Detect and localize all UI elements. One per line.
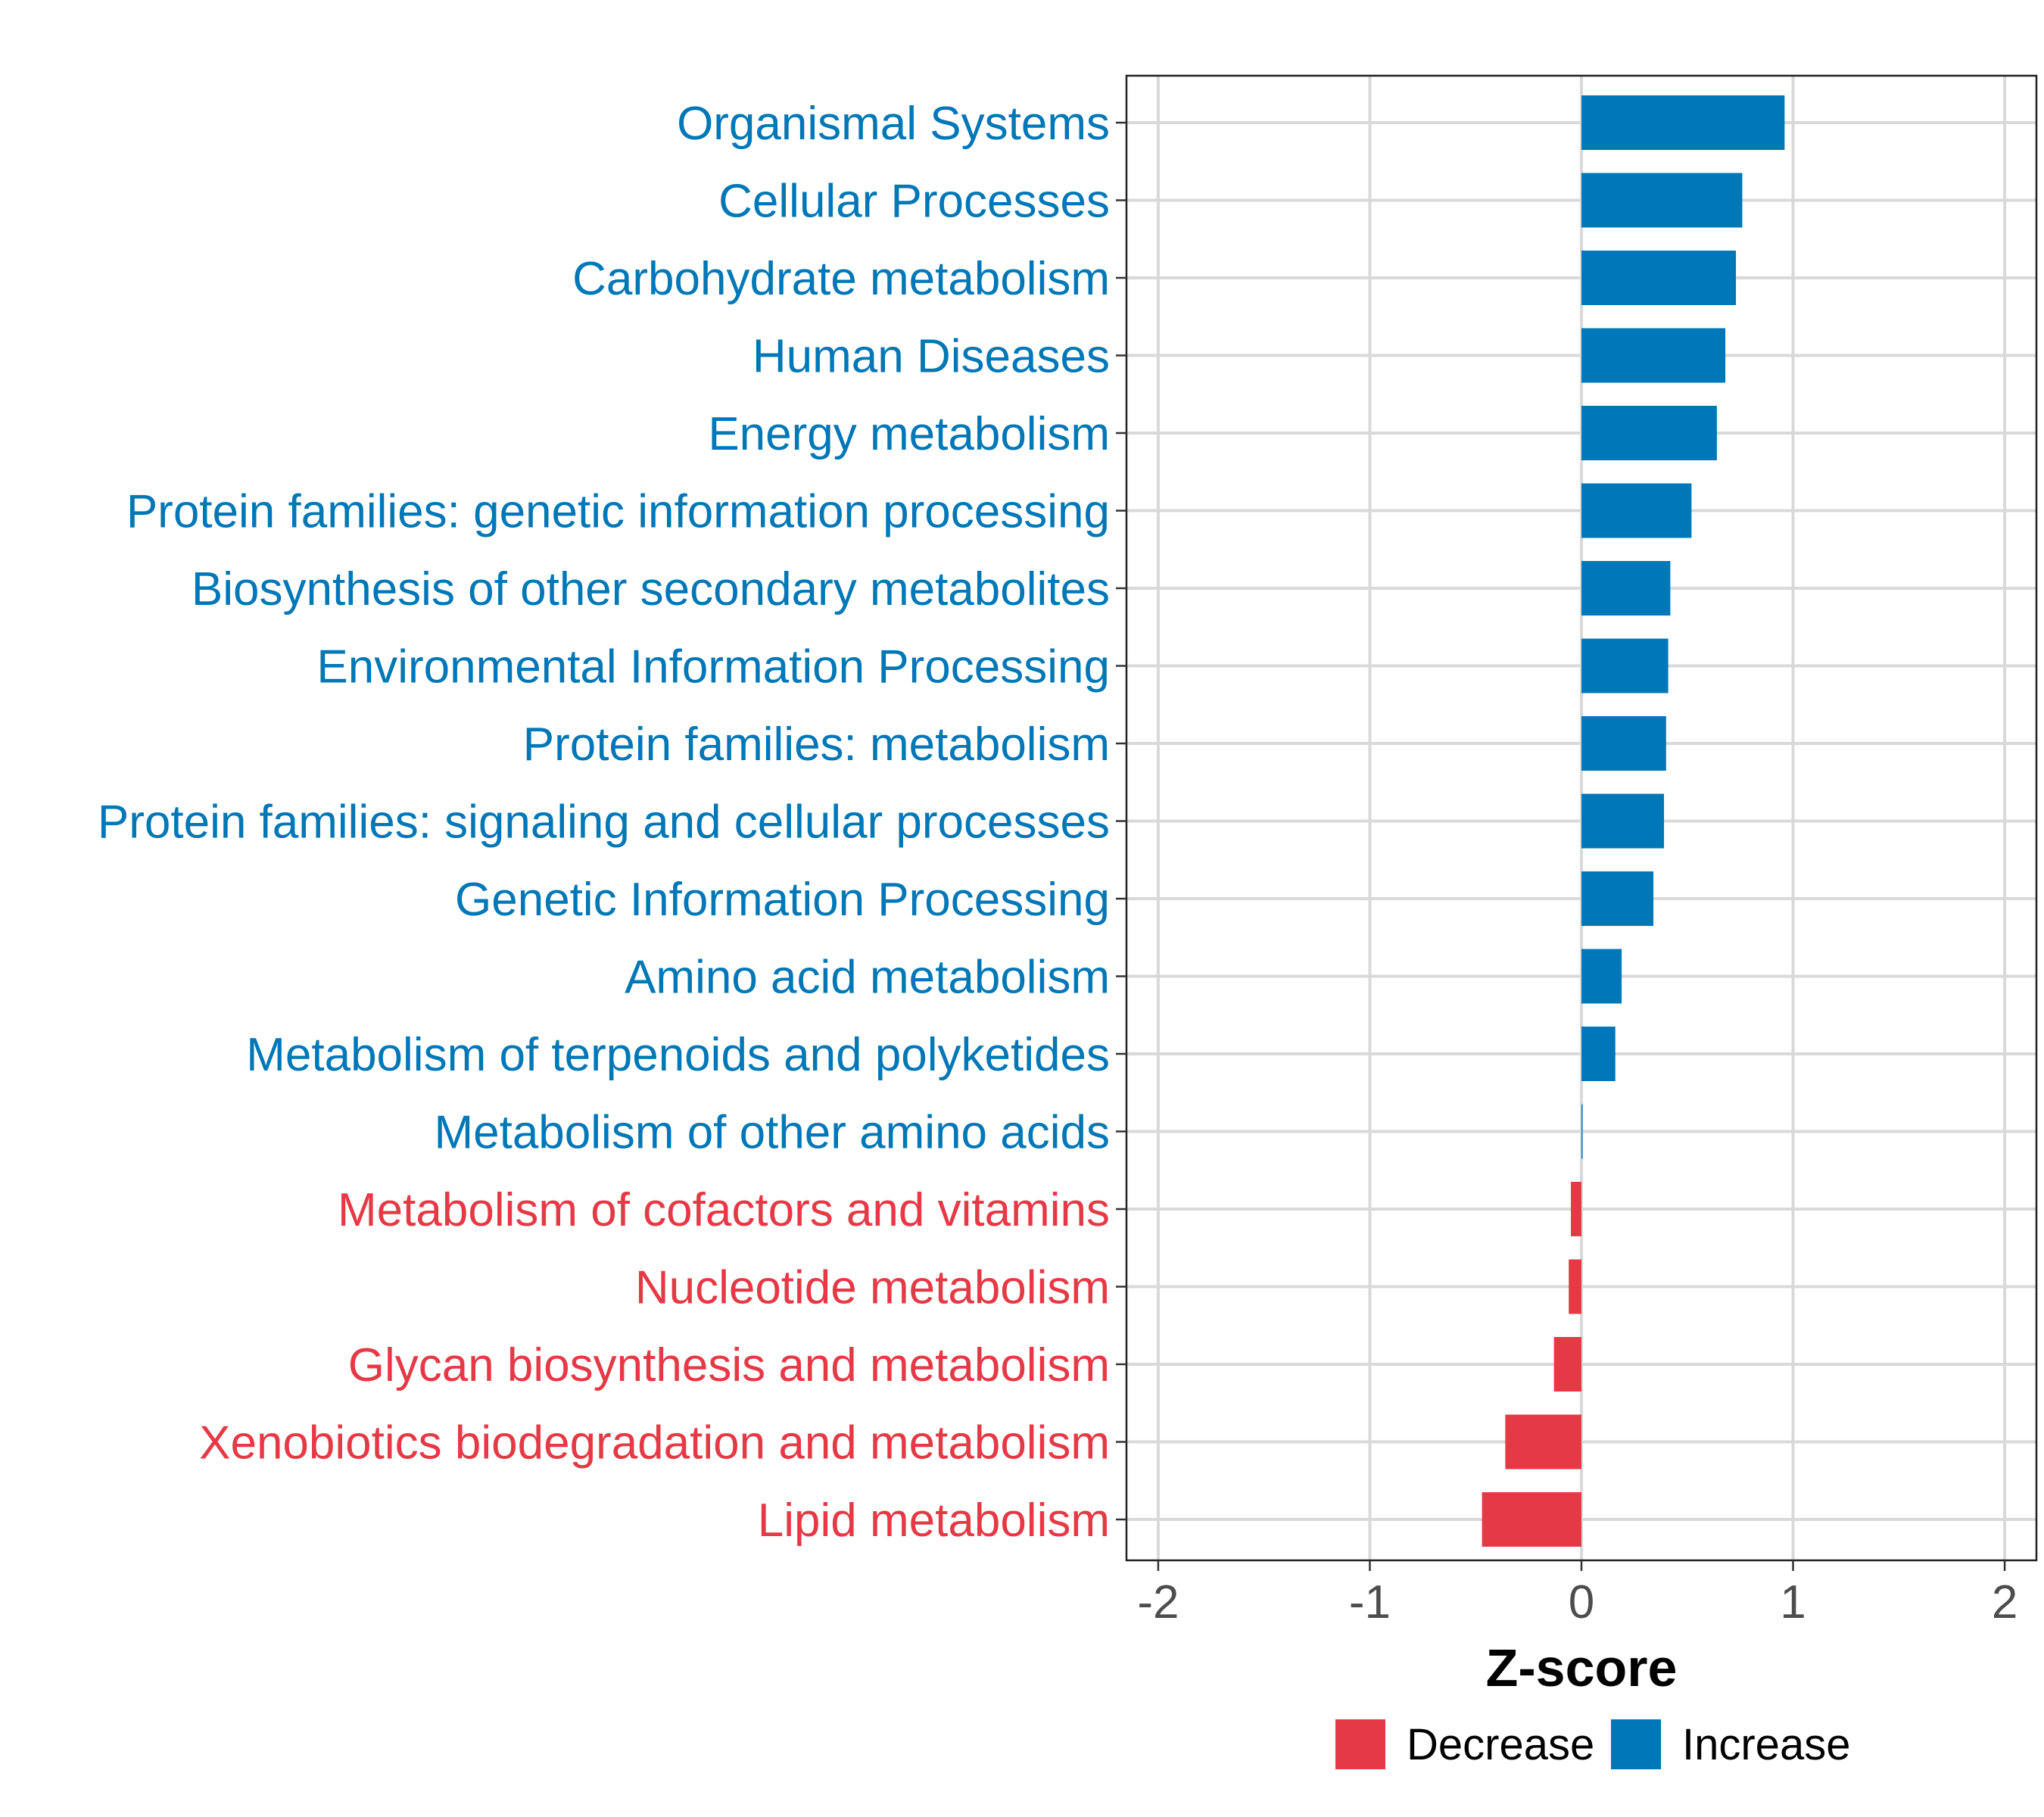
x-tick-label: -2: [1137, 1576, 1179, 1628]
legend-key-increase: [1611, 1719, 1661, 1769]
category-label: Energy metabolism: [708, 408, 1110, 460]
category-label: Metabolism of cofactors and vitamins: [338, 1184, 1110, 1236]
category-label: Xenobiotics biodegradation and metabolis…: [199, 1417, 1110, 1469]
category-label: Nucleotide metabolism: [635, 1262, 1110, 1314]
bar-decrease: [1569, 1259, 1581, 1314]
bar-decrease: [1571, 1182, 1581, 1236]
x-tick-label: 1: [1780, 1576, 1806, 1628]
bar-increase: [1581, 406, 1717, 460]
bar-increase: [1581, 173, 1743, 228]
bar-increase: [1581, 561, 1671, 616]
legend-label-increase: Increase: [1682, 1720, 1850, 1769]
bar-increase: [1581, 251, 1737, 305]
bar-increase: [1581, 871, 1654, 926]
bar-increase: [1581, 1027, 1616, 1081]
bar-increase: [1581, 949, 1622, 1004]
category-label: Protein families: signaling and cellular…: [98, 796, 1110, 849]
legend-label-decrease: Decrease: [1407, 1720, 1594, 1769]
bar-increase: [1581, 793, 1665, 849]
bar-increase: [1581, 328, 1726, 383]
bar-increase: [1581, 95, 1785, 150]
category-label: Biosynthesis of other secondary metaboli…: [192, 563, 1110, 616]
bar-decrease: [1553, 1337, 1581, 1392]
x-tick-label: 0: [1569, 1576, 1594, 1628]
bar-decrease: [1505, 1414, 1581, 1469]
category-label: Protein families: metabolism: [523, 718, 1110, 771]
category-label: Cellular Processes: [718, 176, 1110, 228]
category-label-layer: Organismal Systems Cellular Processes Carb…: [98, 98, 1110, 1547]
category-label: Lipid metabolism: [758, 1494, 1110, 1547]
category-label: Organismal Systems: [677, 98, 1110, 150]
legend-key-decrease: [1335, 1719, 1385, 1769]
x-tick-label: 2: [1992, 1576, 2018, 1628]
legend: Decrease Increase: [1335, 1719, 1850, 1769]
x-tick-label: -1: [1349, 1576, 1391, 1628]
bar-increase: [1581, 716, 1666, 771]
category-label: Glycan biosynthesis and metabolism: [348, 1339, 1110, 1392]
bar-increase: [1581, 638, 1669, 693]
bar-decrease: [1482, 1492, 1581, 1547]
bar-increase: [1581, 483, 1692, 538]
category-label: Metabolism of other amino acids: [434, 1107, 1110, 1159]
x-tick-label-layer: -2 -1 0 1 2: [1137, 1576, 2018, 1628]
category-label: Metabolism of terpenoids and polyketides: [246, 1029, 1110, 1081]
category-label: Protein families: genetic information pr…: [126, 486, 1110, 538]
category-label: Amino acid metabolism: [625, 952, 1110, 1004]
category-label: Human Diseases: [752, 331, 1110, 383]
bar-layer: [1482, 95, 1785, 1547]
bar-increase: [1581, 1104, 1583, 1159]
x-axis-title: Z-score: [1486, 1638, 1678, 1697]
tick-layer: [1116, 121, 2006, 1571]
category-label: Carbohydrate metabolism: [572, 253, 1110, 305]
category-label: Environmental Information Processing: [316, 641, 1110, 693]
category-label: Genetic Information Processing: [455, 874, 1110, 926]
